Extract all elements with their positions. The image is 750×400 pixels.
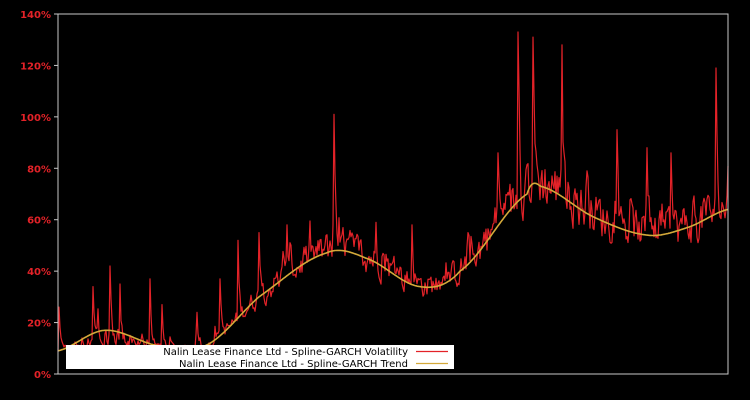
y-tick-label: 120% [20, 61, 51, 72]
y-tick-label: 20% [27, 319, 51, 330]
legend: Nalin Lease Finance Ltd - Spline-GARCH V… [66, 345, 454, 370]
volatility-series-line [57, 31, 729, 352]
y-axis: 0% 20% 40% 60% 80% 100% 120% 140% [20, 10, 58, 381]
y-tick-label: 40% [27, 267, 51, 278]
y-tick-label: 100% [20, 113, 51, 124]
legend-box [66, 345, 454, 369]
y-tick-label: 140% [20, 10, 51, 21]
y-tick-label: 80% [27, 164, 51, 175]
y-tick-label: 60% [27, 216, 51, 227]
y-tick-label: 0% [34, 370, 51, 381]
legend-label-trend: Nalin Lease Finance Ltd - Spline-GARCH T… [179, 359, 408, 370]
legend-label-volatility: Nalin Lease Finance Ltd - Spline-GARCH V… [163, 347, 408, 358]
plot-frame [57, 13, 729, 375]
